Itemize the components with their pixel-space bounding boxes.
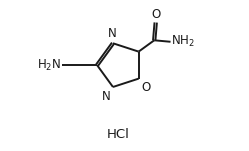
Text: O: O — [151, 8, 160, 21]
Text: H$_2$N: H$_2$N — [37, 58, 61, 73]
Text: HCl: HCl — [107, 128, 130, 141]
Text: NH$_2$: NH$_2$ — [171, 34, 195, 49]
Text: N: N — [102, 90, 110, 103]
Text: N: N — [108, 27, 117, 40]
Text: O: O — [141, 81, 151, 94]
